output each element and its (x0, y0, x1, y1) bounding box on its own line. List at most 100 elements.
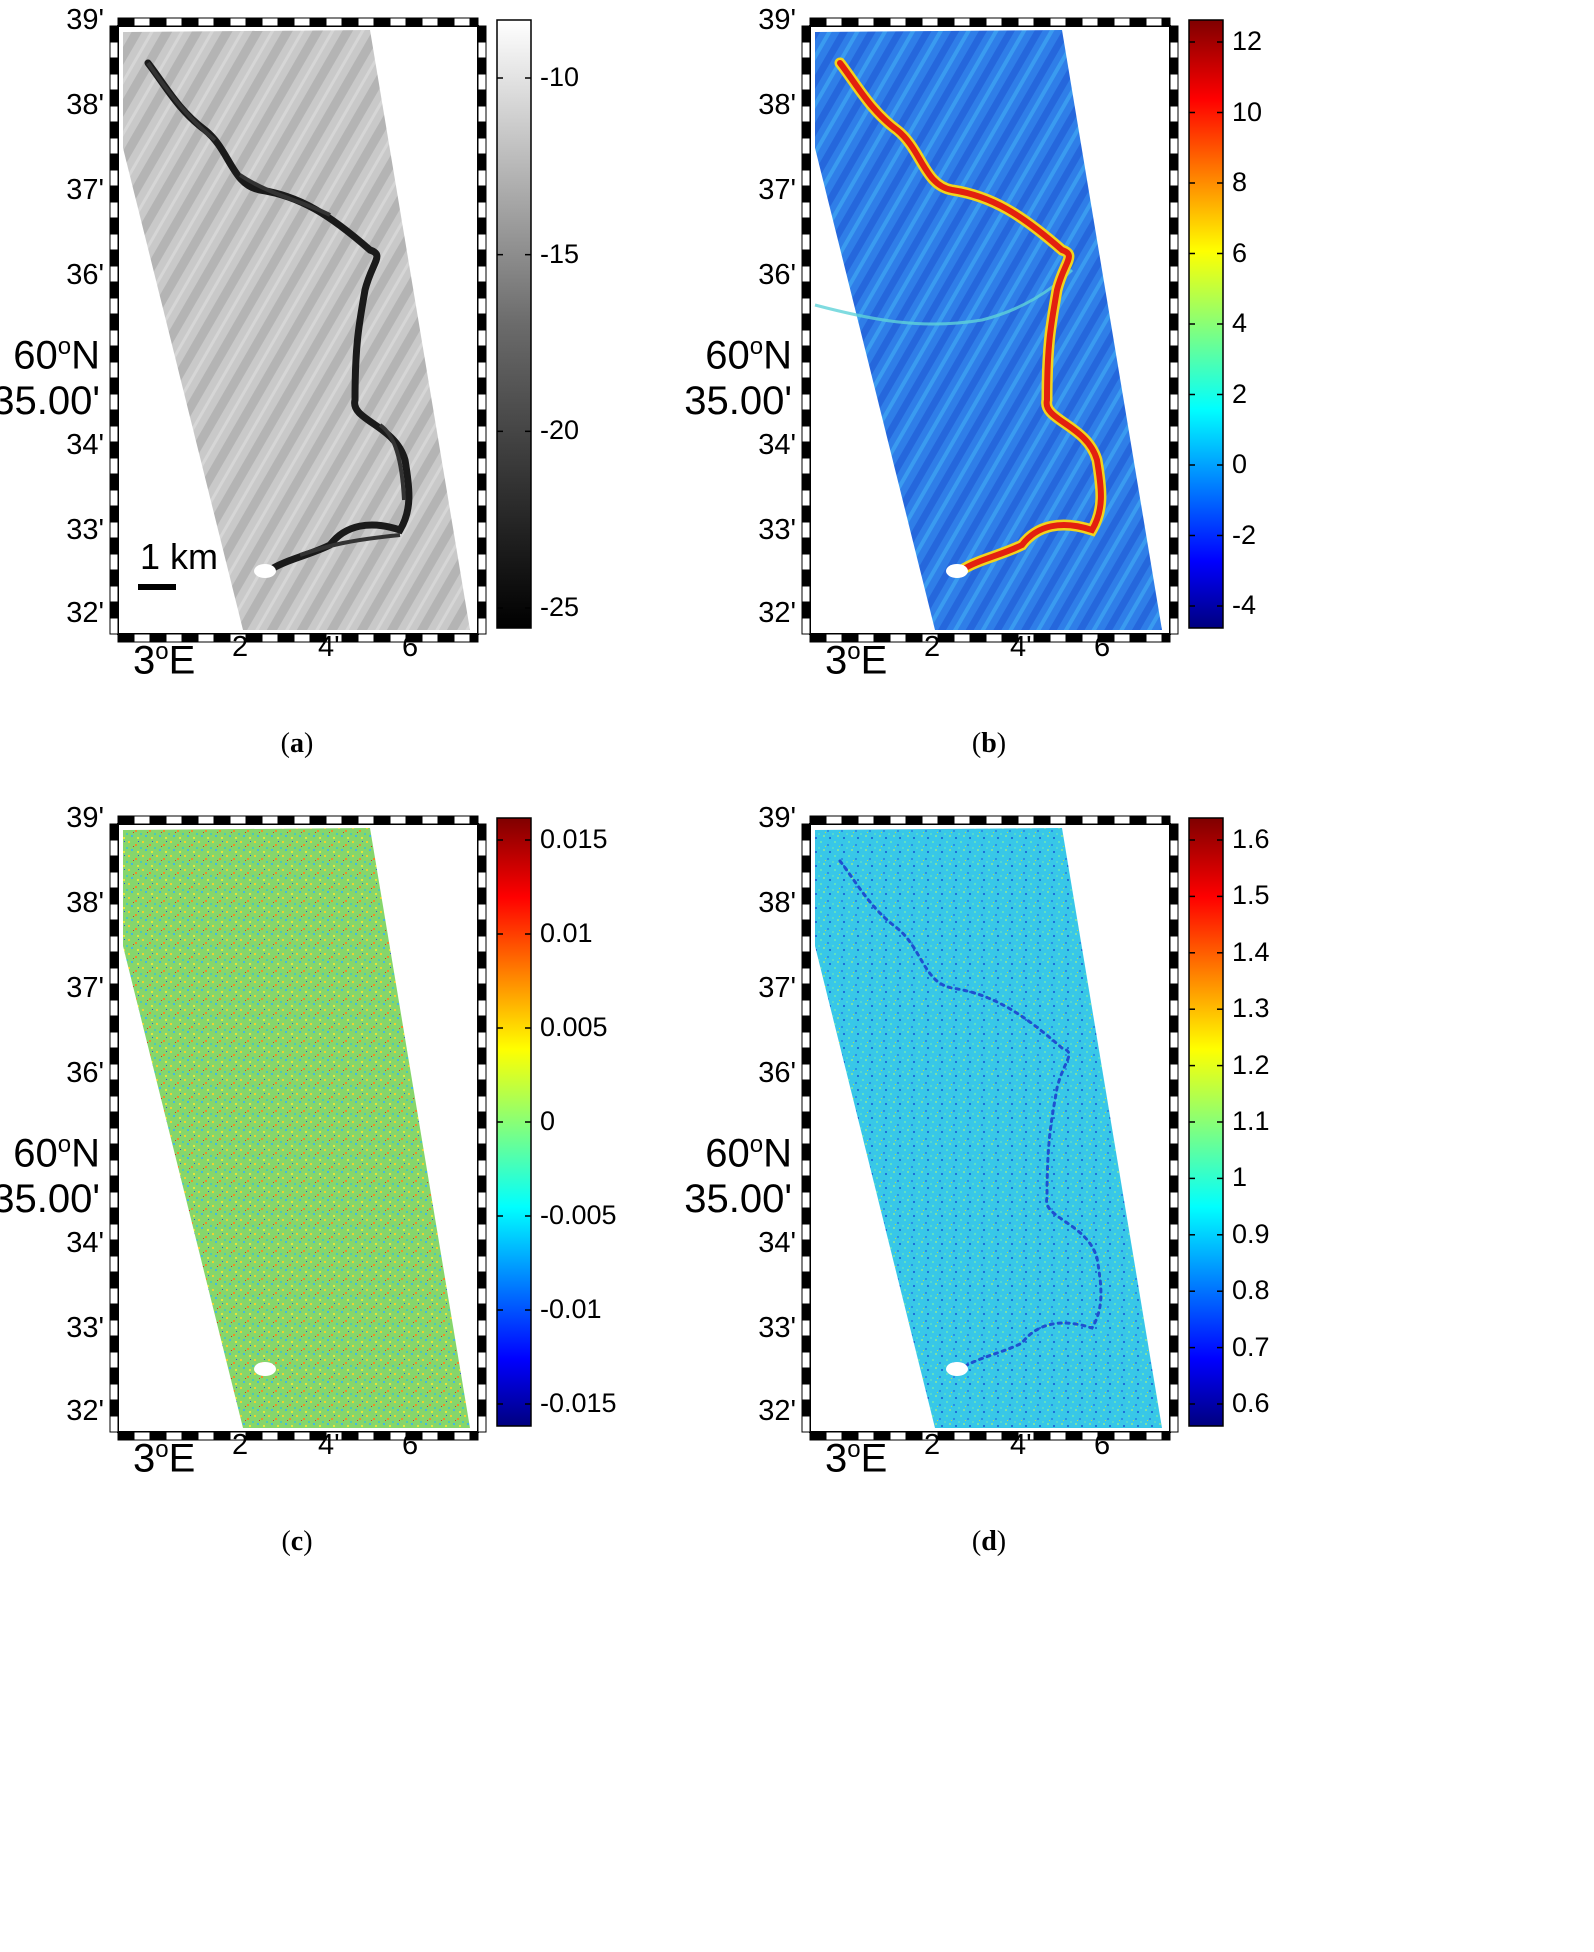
latitude-center-label: 60oN 35.00' (684, 1131, 792, 1222)
latitude-tick-label: 32' (66, 597, 104, 629)
longitude-tick-label: 6' (1094, 1429, 1116, 1461)
latitude-tick-label: 38' (66, 887, 104, 919)
latitude-tick-label: 36' (758, 1057, 796, 1089)
latitude-tick-label: 37' (66, 174, 104, 206)
panel-caption: (c) (281, 1526, 313, 1557)
longitude-origin-label: 3oE (133, 638, 196, 683)
latitude-tick-label: 34' (758, 1227, 796, 1259)
colorbar-tick-label: -10 (540, 62, 580, 92)
latitude-center-label: 60oN 35.00' (0, 333, 100, 424)
latitude-center-label: 60oN 35.00' (684, 333, 792, 424)
colorbar-tick-label: 1.2 (1232, 1049, 1270, 1080)
latitude-tick-label: 39' (66, 802, 104, 834)
latitude-tick-label: 33' (66, 1312, 104, 1344)
colorbar-tick-label: -20 (540, 415, 580, 446)
colorbar-tick-label: 0.005 (540, 1012, 608, 1042)
colorbar-tick-label: 0.9 (1232, 1218, 1270, 1249)
scalebar-label: 1 km (140, 536, 219, 577)
colorbar-tick-label: 1.1 (1232, 1106, 1270, 1136)
colorbar-tick-label: -25 (540, 592, 580, 622)
latitude-tick-label: 34' (66, 1227, 104, 1259)
sar-swath (123, 30, 470, 630)
latitude-tick-label: 37' (758, 972, 796, 1004)
colorbar-tick-label: 2 (1232, 378, 1248, 409)
colorbar-tick-label: 1.5 (1232, 880, 1270, 911)
latitude-tick-label: 38' (66, 89, 104, 121)
colorbar-tick-label: 12 (1232, 26, 1263, 56)
longitude-tick-label: 4' (1010, 1429, 1032, 1461)
colorbar-tick-label: 4 (1232, 308, 1248, 338)
longitude-tick-label: 2' (232, 631, 254, 663)
latitude-tick-label: 36' (758, 259, 796, 291)
latitude-tick-label: 39' (66, 4, 104, 36)
oil-slick (144, 59, 413, 574)
platform-mask (254, 564, 276, 578)
longitude-origin-label: 3oE (133, 1436, 196, 1481)
colorbar-tick-label: 1.3 (1232, 993, 1270, 1024)
latitude-tick-label: 39' (758, 802, 796, 834)
latitude-tick-label: 38' (758, 89, 796, 121)
colorbar-tick-label: 1.4 (1232, 936, 1270, 967)
latitude-tick-label: 34' (66, 429, 104, 461)
longitude-tick-label: 6' (402, 631, 424, 663)
colorbar-tick-label: 0.8 (1232, 1275, 1270, 1306)
longitude-tick-label: 2' (232, 1429, 254, 1461)
colorbar-tick-label: -2 (1232, 519, 1257, 550)
sar-swath (815, 30, 1162, 630)
latitude-tick-label: 32' (758, 1395, 796, 1427)
oil-slick (838, 859, 1103, 1370)
colorbar-tick-label: 0.01 (540, 918, 593, 948)
longitude-tick-label: 4' (318, 631, 340, 663)
colorbar-tick-label: 1.6 (1232, 824, 1270, 854)
latitude-tick-label: 36' (66, 1057, 104, 1089)
longitude-tick-label: 6' (402, 1429, 424, 1461)
scalebar-line (138, 584, 176, 590)
colorbar-tick-label: 8 (1232, 167, 1248, 197)
latitude-tick-label: 33' (758, 1312, 796, 1344)
longitude-tick-label: 4' (318, 1429, 340, 1461)
colorbar-tick-label: -15 (540, 238, 580, 269)
colorbar-tick-label: -0.005 (540, 1200, 617, 1230)
sar-swath (815, 828, 1162, 1428)
panel-caption: (b) (971, 728, 1007, 759)
latitude-tick-label: 34' (758, 429, 796, 461)
latitude-tick-label: 36' (66, 259, 104, 291)
sar-swath (123, 828, 470, 1428)
longitude-tick-label: 4' (1010, 631, 1032, 663)
longitude-tick-label: 2' (924, 1429, 946, 1461)
latitude-center-label: 60oN 35.00' (0, 1131, 100, 1222)
colorbar-tick-label: -0.01 (540, 1294, 602, 1324)
colorbar-tick-label: 0 (540, 1106, 556, 1136)
colorbar-tick-label: 0.6 (1232, 1388, 1270, 1418)
colorbar-tick-label: 0 (1232, 449, 1248, 479)
latitude-tick-label: 32' (66, 1395, 104, 1427)
longitude-tick-label: 2' (924, 631, 946, 663)
colorbar-tick-label: 6 (1232, 237, 1248, 268)
map-frame (809, 823, 1171, 1433)
latitude-tick-label: 33' (66, 514, 104, 546)
latitude-tick-label: 38' (758, 887, 796, 919)
latitude-tick-label: 39' (758, 4, 796, 36)
latitude-tick-label: 37' (66, 972, 104, 1004)
panel-caption: (a) (280, 728, 314, 759)
colorbar (496, 19, 532, 629)
latitude-tick-label: 33' (758, 514, 796, 546)
colorbar-tick-label: 1 (1232, 1162, 1248, 1193)
colorbar-tick-label: -4 (1232, 590, 1257, 620)
latitude-tick-label: 37' (758, 174, 796, 206)
colorbar-tick-label: 0.7 (1232, 1331, 1270, 1362)
longitude-origin-label: 3oE (825, 1436, 888, 1481)
colorbar-tick-label: -0.015 (540, 1388, 617, 1418)
longitude-tick-label: 6' (1094, 631, 1116, 663)
colorbar-tick-label: 10 (1232, 96, 1263, 127)
